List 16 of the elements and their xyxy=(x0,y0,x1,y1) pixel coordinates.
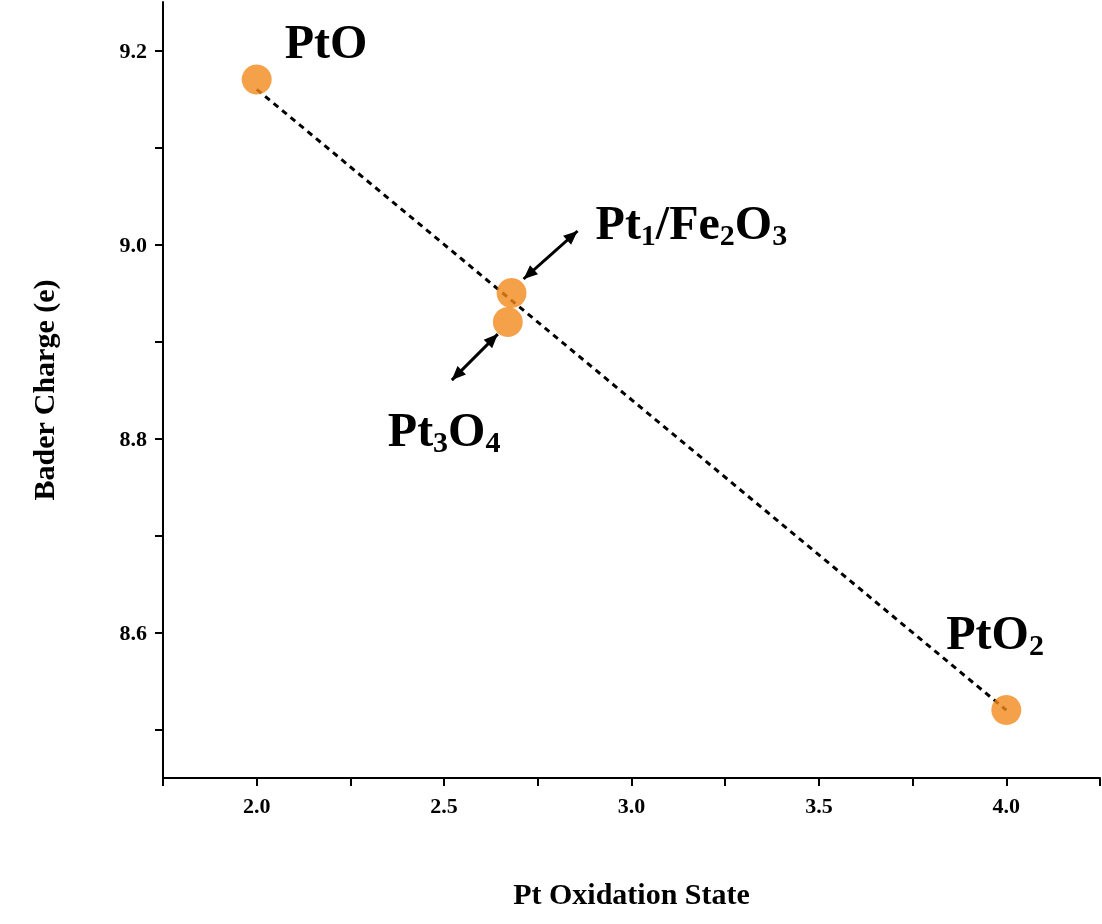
y-axis-title: Bader Charge (e) xyxy=(26,279,61,501)
point xyxy=(991,695,1022,726)
point xyxy=(241,64,272,95)
annotation: PtO xyxy=(284,15,368,69)
y-tick-label: 9.2 xyxy=(119,38,147,63)
point xyxy=(492,307,523,338)
x-axis-title: Pt Oxidation State xyxy=(513,876,750,910)
point xyxy=(496,278,527,308)
x-tick-label: 3.5 xyxy=(805,792,833,818)
y-tick-label: 9.0 xyxy=(119,232,147,257)
x-tick-label: 3.0 xyxy=(617,792,646,818)
x-tick-label: 2.0 xyxy=(242,792,271,818)
y-tick-label: 8.6 xyxy=(119,620,147,645)
x-tick-label: 2.5 xyxy=(430,792,458,818)
x-tick-label: 4.0 xyxy=(992,792,1021,818)
y-tick-label: 8.8 xyxy=(119,426,147,451)
